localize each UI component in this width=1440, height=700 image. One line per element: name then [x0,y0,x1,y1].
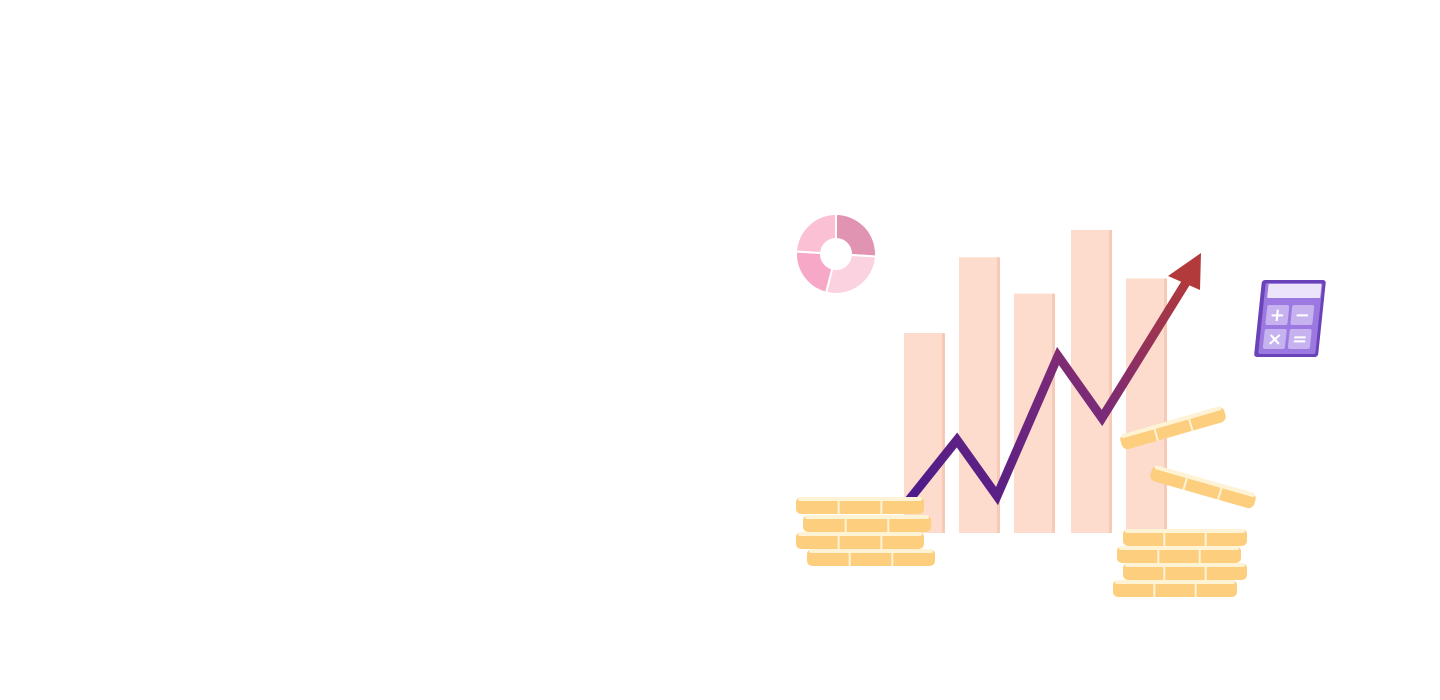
flying-coin-upper [1120,406,1226,450]
bar-2-shadow [997,257,1000,533]
donut-segment [835,212,877,258]
donut-segment [795,250,834,294]
coin-icon [803,515,931,532]
coin-icon [796,532,924,549]
calculator-key [1265,305,1290,325]
coin-icon [796,497,924,514]
calculator-display [1267,284,1322,298]
donut-segment [795,212,837,255]
coin-stack-left [796,497,935,566]
coin-icon [1123,563,1247,580]
trend-line [901,273,1194,508]
calculator-key [1290,305,1315,325]
bar-group [904,230,1167,533]
trend-arrow-icon [901,253,1201,508]
coin-icon [1123,529,1247,546]
coin-stack-right [1113,529,1247,597]
bar-4-shadow [1109,230,1112,533]
calculator-key-label: − [1294,305,1311,326]
calculator-key-label: + [1269,305,1286,326]
coin-icon [807,549,935,566]
calculator-key [1262,329,1287,349]
bar-1-shadow [942,333,945,533]
coin-icon [1117,546,1241,563]
bar-3-shadow [1052,293,1055,533]
calculator-key [1287,329,1312,349]
donut-segment [824,253,877,295]
calculator-key-label: = [1291,329,1308,350]
bar-5-shadow [1164,278,1167,533]
coin-icon [1113,580,1237,597]
trend-arrowhead [1168,253,1201,290]
calculator-key-label: × [1266,329,1283,350]
flying-coin-lower [1150,465,1256,509]
calculator-icon: + −× = [1254,280,1326,357]
bar-5 [1126,278,1164,533]
donut-chart-icon [795,212,877,295]
